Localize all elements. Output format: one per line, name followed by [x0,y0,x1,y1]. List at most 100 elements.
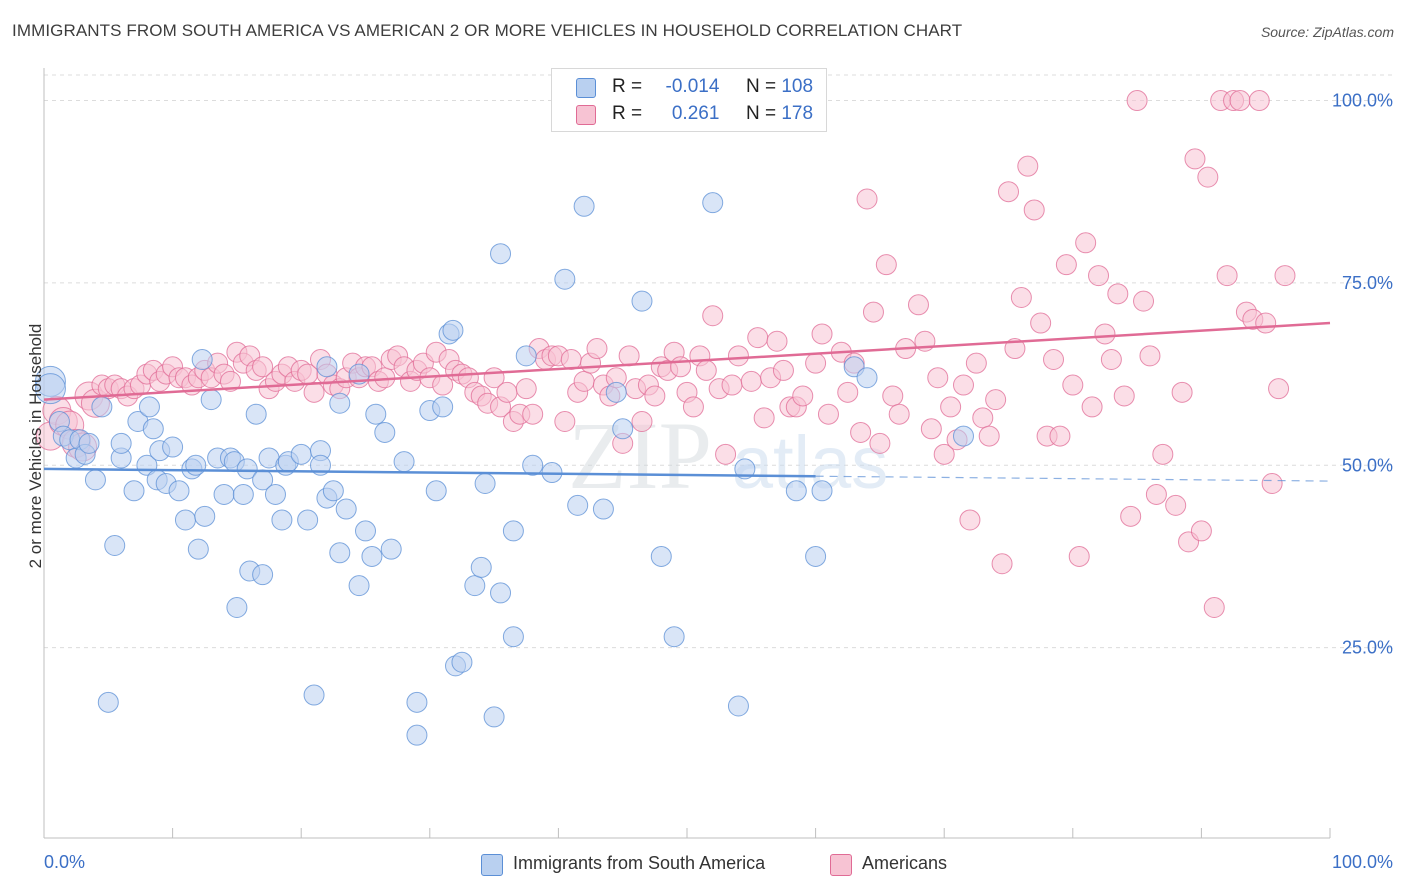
point-south-america [322,480,344,502]
point-south-america [442,319,464,341]
legend-n-label: N = [745,76,777,97]
point-south-america [236,458,258,480]
trend-lines [43,321,1331,482]
point-americans [998,181,1019,203]
point-americans [252,356,274,378]
axes [43,68,1331,839]
point-americans [573,370,595,392]
point-americans [1068,545,1090,567]
point-south-america [187,538,209,560]
point-americans [875,254,897,276]
point-americans [1055,254,1077,276]
point-americans [1049,425,1071,447]
point-south-america [335,498,357,520]
legend-n-value: 108 [781,76,814,97]
point-americans [856,188,878,210]
point-americans [882,385,904,407]
point-south-america [490,582,512,604]
legend-r-label: R = [612,103,643,124]
point-americans [740,370,762,392]
point-americans [927,367,949,389]
point-south-america [213,483,235,505]
point-americans [1197,166,1219,188]
point-south-america [573,195,595,217]
point-south-america [406,724,428,746]
point-south-america [811,480,833,502]
point-south-america [168,480,190,502]
point-south-america [365,403,387,425]
trend-line-americans [43,321,1331,401]
point-south-america [432,396,454,418]
point-south-america [271,509,293,531]
point-south-america [84,469,106,491]
point-americans [817,403,839,425]
point-americans [869,432,891,454]
point-south-america [104,535,126,557]
point-americans [554,410,576,432]
point-americans [978,425,1000,447]
point-south-america [374,421,396,443]
point-south-america [805,545,827,567]
legend-n-value: 178 [781,103,814,124]
legend-r-value: 0.261 [671,103,720,124]
point-south-america [316,356,338,378]
point-americans [1017,155,1039,177]
legend-n-label: N = [745,103,777,124]
point-americans [1023,199,1045,221]
point-south-america [348,575,370,597]
point-south-america [702,192,724,214]
point-americans [972,407,994,429]
legend-label: Immigrants from South America [513,853,766,873]
point-americans [727,345,749,367]
point-americans [1010,286,1032,308]
y-tick-label: 50.0% [1342,455,1393,475]
y-axis-label-wrap: 2 or more Vehicles in Household [18,0,45,892]
point-south-america [162,436,184,458]
point-south-america [232,483,254,505]
point-south-america [303,684,325,706]
point-south-america [329,542,351,564]
point-south-america [329,392,351,414]
point-south-america [605,381,627,403]
data-points [34,90,1296,746]
point-south-america [34,373,66,405]
point-americans [1043,348,1065,370]
point-south-america [554,268,576,290]
point-south-america [252,564,274,586]
point-south-america [856,367,878,389]
point-americans [920,418,942,440]
trend-line-extension [815,475,1331,482]
point-americans [219,370,241,392]
point-south-america [612,418,634,440]
chart-title: IMMIGRANTS FROM SOUTH AMERICA VS AMERICA… [12,21,963,40]
source-label: Source: ZipAtlas.com [1260,24,1394,40]
point-americans [862,301,884,323]
point-south-america [592,498,614,520]
tick-labels: 25.0% 50.0% 75.0% 100.0% 0.0% 100.0% [44,91,1393,872]
point-south-america [502,626,524,648]
point-americans [303,381,325,403]
point-south-america [245,403,267,425]
point-americans [888,403,910,425]
x-tick-label: 0.0% [44,852,85,872]
point-south-america [490,243,512,265]
point-americans [1152,443,1174,465]
point-south-america [191,348,213,370]
legend-label: Americans [862,853,948,873]
point-americans [985,389,1007,411]
point-americans [1075,232,1097,254]
point-americans [792,385,814,407]
point-americans [631,410,653,432]
point-south-america [123,480,145,502]
point-americans [1139,345,1161,367]
point-americans [933,443,955,465]
point-americans [1255,312,1277,334]
point-americans [721,374,743,396]
point-americans [805,352,827,374]
point-south-america [785,480,807,502]
point-south-america [451,651,473,673]
point-south-america [567,494,589,516]
point-americans [1216,265,1238,287]
point-americans [952,374,974,396]
point-americans [515,378,537,400]
